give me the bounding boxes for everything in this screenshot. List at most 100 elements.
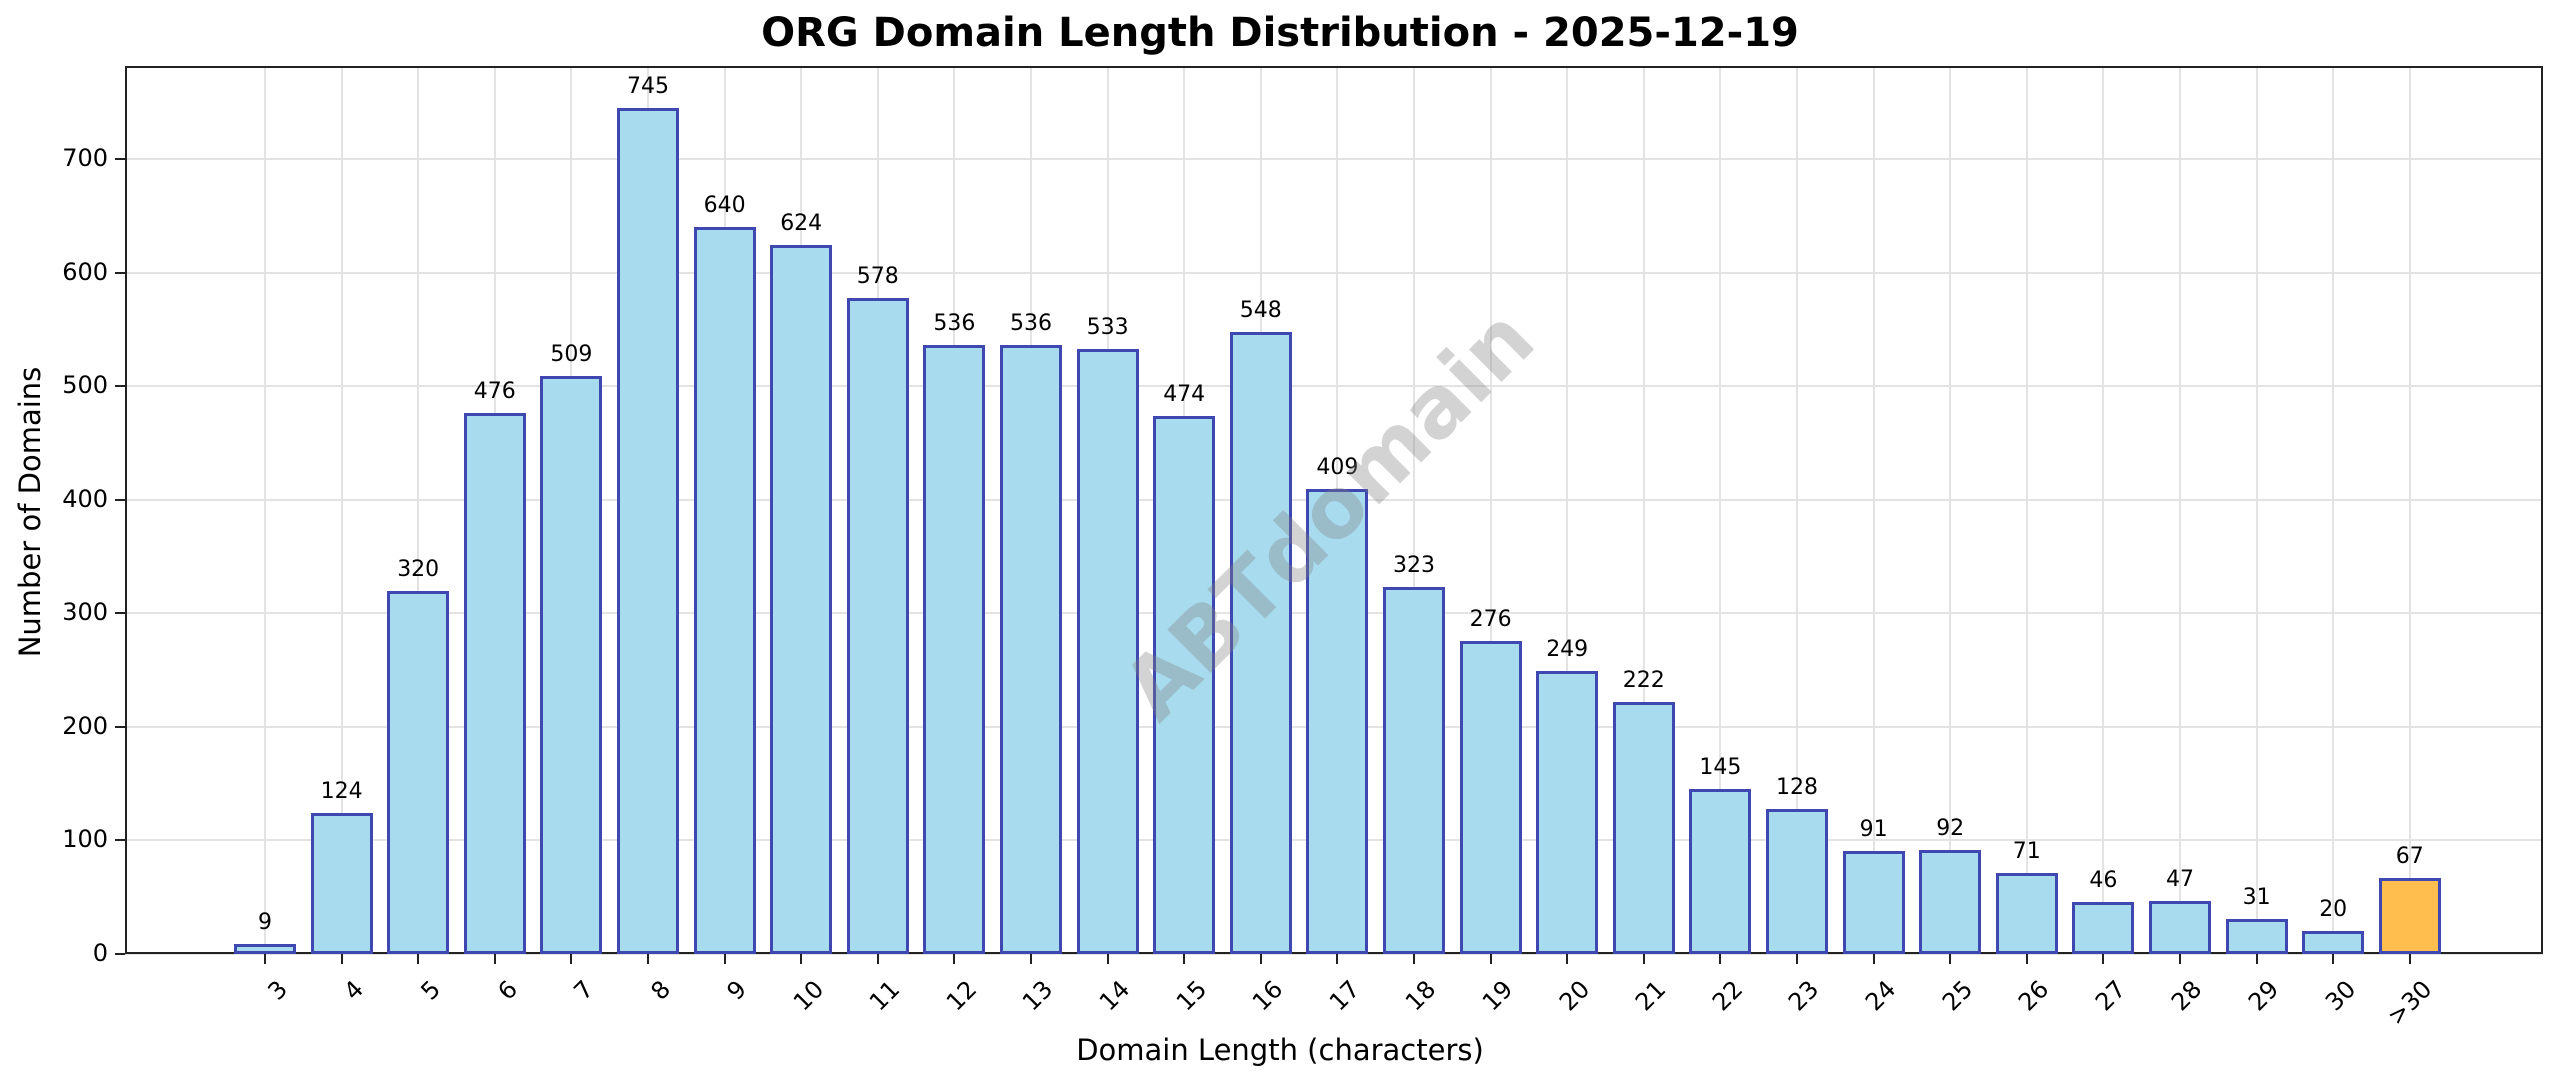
- x-tick-label: 30: [2319, 975, 2362, 1017]
- bar-value-label: 548: [1239, 297, 1282, 323]
- x-tick-mark: [1566, 954, 1569, 964]
- y-tick-mark: [115, 158, 125, 160]
- x-tick-mark: [1489, 954, 1492, 964]
- bar-value-label: 409: [1316, 455, 1359, 481]
- bar: [1000, 345, 1062, 954]
- gridline-horizontal: [125, 158, 2543, 160]
- bar: [1995, 873, 2058, 954]
- gridline-vertical: [2179, 66, 2181, 954]
- x-tick-mark: [800, 954, 803, 964]
- y-tick-mark: [115, 725, 125, 728]
- y-tick-mark: [115, 612, 125, 615]
- x-tick-label: 17: [1323, 975, 1366, 1017]
- bar-value-label: 9: [258, 909, 272, 935]
- bar-value-label: 124: [320, 779, 363, 805]
- x-tick-label: 26: [2013, 975, 2055, 1017]
- y-tick-mark: [115, 271, 125, 274]
- bar-value-label: 509: [550, 341, 593, 367]
- bar-value-label: 320: [397, 556, 440, 582]
- bar-value-label: 71: [2012, 839, 2041, 865]
- bar: [1689, 789, 1752, 954]
- y-tick-label: 500: [62, 371, 108, 400]
- x-tick-label: 7: [568, 975, 600, 1006]
- x-tick-label: 24: [1860, 975, 1902, 1017]
- bar: [1459, 640, 1522, 954]
- x-tick-mark: [1259, 954, 1262, 964]
- x-tick-mark: [570, 954, 573, 964]
- bar-value-label: 145: [1699, 755, 1742, 781]
- bar: [1612, 701, 1675, 954]
- bar-value-label: 640: [703, 193, 746, 219]
- x-tick-mark: [2255, 954, 2258, 964]
- bar-value-label: 47: [2166, 866, 2194, 892]
- x-tick-mark: [2408, 954, 2411, 964]
- x-tick-label: 29: [2243, 975, 2285, 1017]
- bar-value-label: 92: [1936, 815, 1965, 841]
- bar: [234, 943, 296, 954]
- x-tick-label: 16: [1247, 975, 1289, 1017]
- x-tick-label: 20: [1553, 975, 1596, 1017]
- x-tick-mark: [1030, 954, 1032, 964]
- x-tick-label: 21: [1630, 975, 1672, 1017]
- x-tick-mark: [876, 954, 879, 964]
- bar: [1536, 671, 1599, 954]
- x-tick-mark: [1796, 954, 1798, 964]
- bar: [540, 375, 603, 954]
- x-tick-mark: [264, 954, 266, 964]
- gridline-horizontal: [125, 271, 2543, 274]
- gridline-horizontal: [125, 953, 2543, 955]
- x-tick-label: 10: [787, 975, 830, 1017]
- bar: [1842, 850, 1905, 954]
- x-tick-label: 18: [1400, 975, 1442, 1017]
- bar: [1766, 808, 1828, 954]
- x-tick-label: 27: [2089, 975, 2132, 1017]
- bar-value-label: 67: [2395, 843, 2424, 869]
- gridline-horizontal: [125, 385, 2543, 388]
- bar-value-label: 578: [856, 263, 899, 289]
- x-tick-label: 3: [262, 975, 293, 1006]
- bar: [1153, 415, 1216, 954]
- bar-value-label: 276: [1469, 606, 1512, 632]
- gridline-vertical: [2408, 66, 2411, 954]
- y-tick-mark: [115, 385, 125, 388]
- gridline-vertical: [340, 66, 343, 954]
- y-tick-mark: [115, 839, 125, 842]
- x-tick-label: 11: [864, 975, 906, 1017]
- x-tick-mark: [2025, 954, 2028, 964]
- x-tick-label: 22: [1706, 975, 1749, 1017]
- bar: [1919, 849, 1982, 954]
- y-tick-label: 100: [62, 825, 108, 854]
- bar: [1383, 587, 1445, 954]
- y-tick-mark: [115, 953, 125, 955]
- bar: [617, 107, 679, 954]
- bar-value-label: 536: [1010, 311, 1052, 337]
- y-tick-mark: [115, 498, 125, 501]
- bar-value-label: 533: [1086, 314, 1129, 340]
- x-tick-mark: [340, 954, 343, 964]
- x-tick-label: 23: [1783, 975, 1825, 1017]
- bar-value-label: 222: [1622, 667, 1665, 693]
- x-tick-label: 15: [1170, 975, 1213, 1017]
- x-tick-label: 12: [940, 975, 983, 1017]
- x-tick-label: 25: [1936, 975, 1979, 1017]
- bar: [1076, 348, 1139, 954]
- x-tick-mark: [1642, 954, 1645, 964]
- bar: [2378, 877, 2441, 954]
- bar: [693, 227, 756, 954]
- x-tick-mark: [1183, 954, 1186, 964]
- x-tick-label: 28: [2166, 975, 2208, 1017]
- x-tick-label: 9: [721, 975, 753, 1006]
- x-tick-mark: [1106, 954, 1109, 964]
- x-tick-mark: [1336, 954, 1339, 964]
- bar-value-label: 474: [1163, 381, 1206, 407]
- x-tick-label: 19: [1477, 975, 1519, 1017]
- bar-value-label: 745: [627, 73, 669, 99]
- bar-value-label: 536: [933, 311, 976, 337]
- bar-value-label: 20: [2319, 897, 2348, 923]
- x-tick-mark: [1719, 954, 1722, 964]
- gridline-vertical: [1489, 66, 1492, 954]
- bar: [387, 590, 450, 954]
- gridline-vertical: [1642, 66, 1645, 954]
- x-tick-mark: [1949, 954, 1952, 964]
- gridline-vertical: [2332, 66, 2335, 954]
